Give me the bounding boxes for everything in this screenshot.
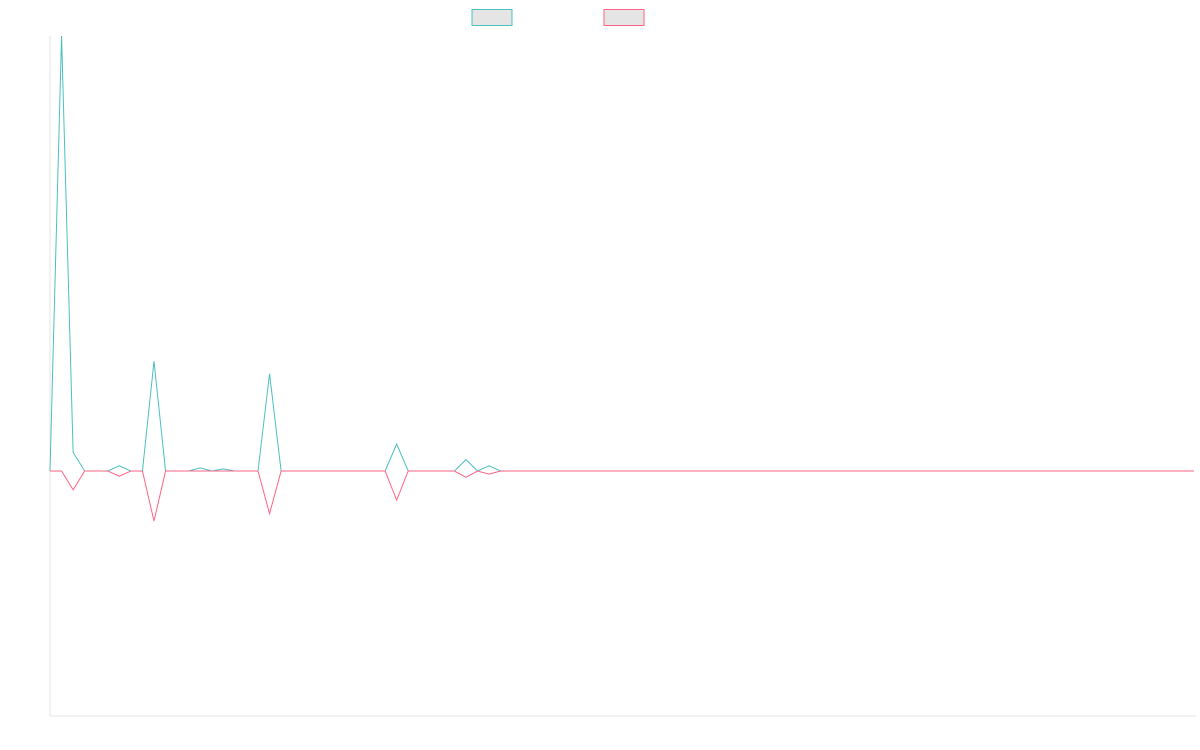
legend [471,9,645,26]
plot-area [49,35,1195,522]
axes [49,36,1196,717]
series-2 [49,470,1195,522]
series-1 [49,35,1195,472]
series-line-1 [49,35,1194,472]
series-line-2 [50,470,1194,522]
legend-swatch[interactable] [603,9,645,26]
legend-swatch[interactable] [471,9,513,26]
